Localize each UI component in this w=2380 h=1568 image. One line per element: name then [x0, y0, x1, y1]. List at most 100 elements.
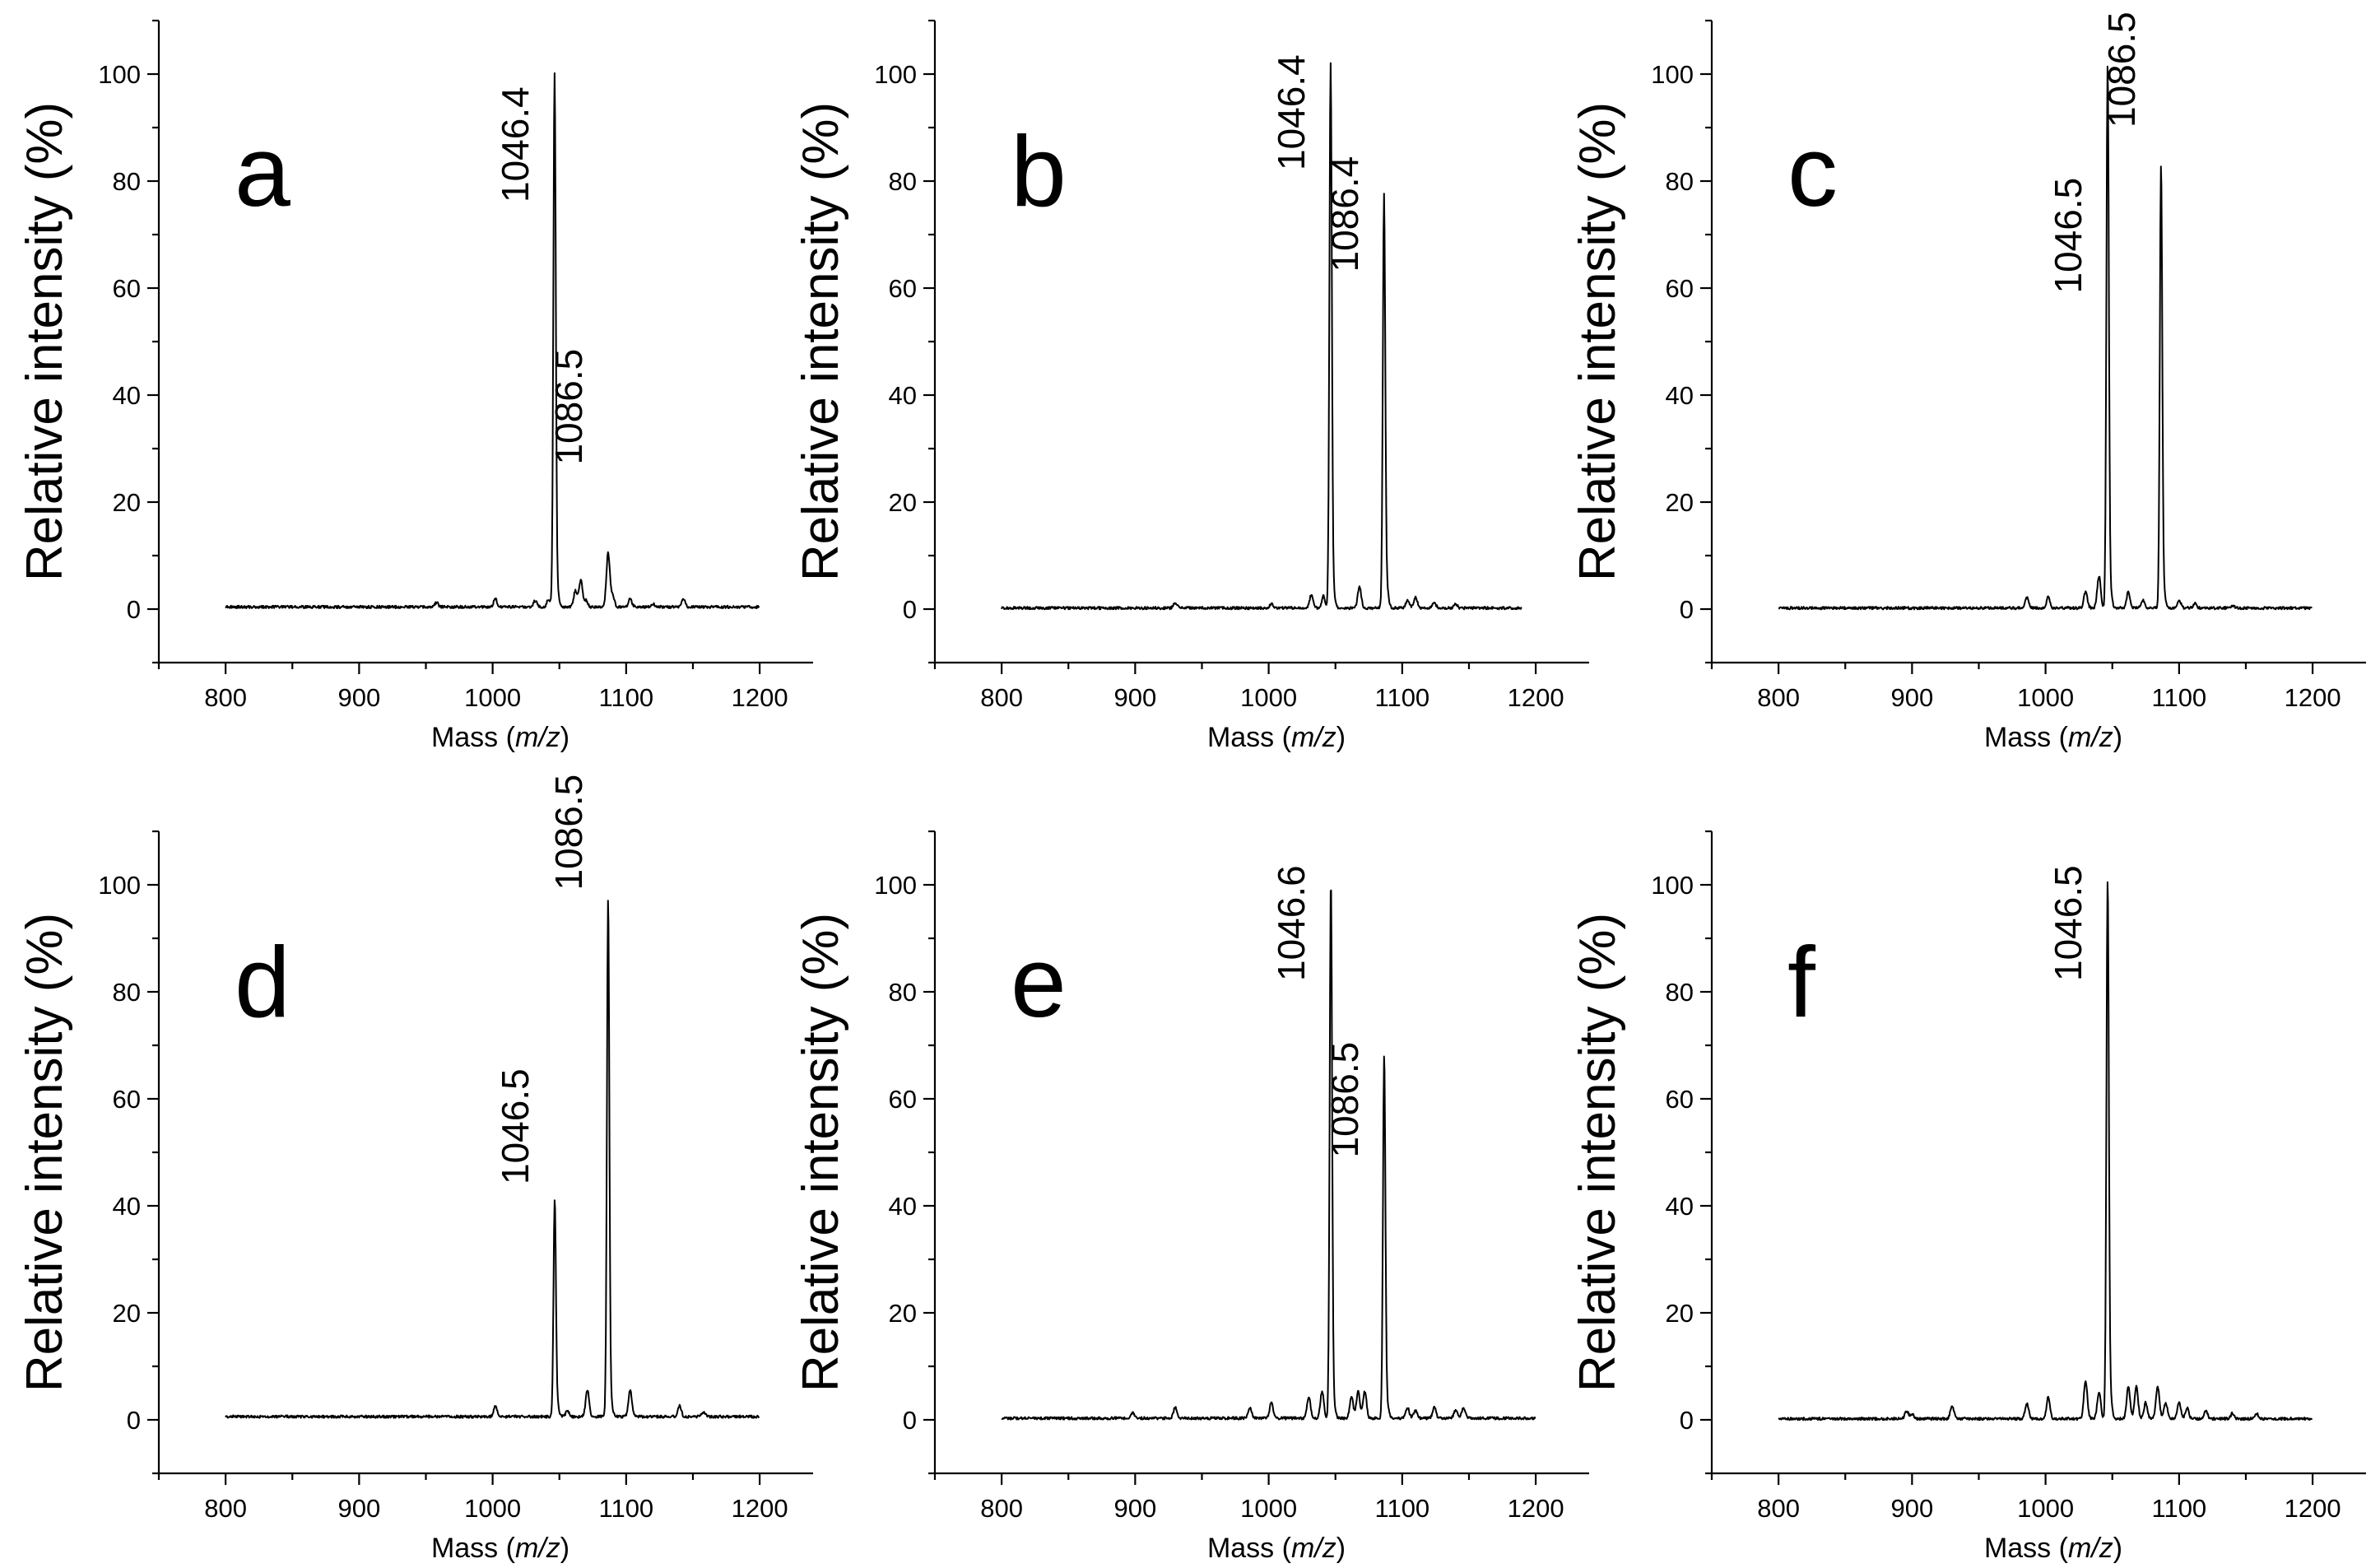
x-tick-label: 1000	[2017, 683, 2074, 712]
panel-letter: e	[1011, 926, 1067, 1038]
y-tick-label: 0	[903, 1406, 917, 1435]
x-tick-label: 900	[338, 683, 381, 712]
x-axis-title-suffix: )	[2113, 722, 2122, 753]
panel-letter: c	[1787, 115, 1838, 227]
peak-label: 1046.4	[1270, 54, 1313, 170]
y-axis-title: Relative intensity (%)	[16, 102, 73, 581]
x-tick-label: 1200	[732, 1494, 788, 1523]
y-tick-label: 60	[1666, 1085, 1694, 1114]
x-tick-label: 1200	[2285, 683, 2341, 712]
x-axis-title-unit: m/z	[515, 1533, 560, 1564]
y-tick-label: 60	[1666, 274, 1694, 303]
peak-label: 1086.5	[2100, 12, 2143, 128]
x-axis-title-prefix: Mass (	[1984, 1533, 2069, 1564]
peak-label: 1046.5	[494, 1068, 537, 1184]
y-tick-label: 100	[1651, 60, 1694, 89]
x-axis-title-prefix: Mass (	[1207, 1533, 1292, 1564]
x-tick-label: 800	[1757, 683, 1800, 712]
y-axis-title: Relative intensity (%)	[1569, 913, 1626, 1392]
y-axis-title: Relative intensity (%)	[1569, 102, 1626, 581]
y-tick-label: 0	[903, 595, 917, 624]
y-tick-label: 100	[1651, 871, 1694, 900]
x-tick-label: 1100	[599, 683, 654, 712]
y-tick-label: 20	[889, 1299, 917, 1328]
y-tick-label: 40	[1666, 381, 1694, 410]
panel-a: 800 900 1000 1100 1200 0 20 40 60 80 100 Mass (m/z)…	[16, 19, 813, 753]
y-tick-label: 40	[113, 1192, 141, 1221]
y-tick-label: 20	[113, 1299, 141, 1328]
x-tick-label: 1000	[1240, 683, 1297, 712]
x-axis-title-unit: m/z	[1291, 1533, 1336, 1564]
spectrum-line	[225, 72, 760, 609]
y-tick-label: 80	[1666, 978, 1694, 1007]
x-tick-label: 1200	[732, 683, 788, 712]
x-tick-label: 1100	[2152, 683, 2207, 712]
x-tick-label: 900	[338, 1494, 381, 1523]
x-axis-title-prefix: Mass (	[431, 1533, 516, 1564]
x-axis-title-prefix: Mass (	[431, 722, 516, 753]
peak-label: 1046.6	[1270, 865, 1313, 981]
x-axis-title-prefix: Mass (	[1207, 722, 1292, 753]
y-axis-title: Relative intensity (%)	[16, 913, 73, 1392]
x-axis-title: Mass (m/z)	[1984, 1533, 2122, 1564]
x-tick-label: 800	[1757, 1494, 1800, 1523]
panel-letter: b	[1011, 115, 1067, 227]
x-axis-title-suffix: )	[1336, 722, 1346, 753]
x-axis-title: Mass (m/z)	[1984, 722, 2122, 753]
x-axis-title-unit: m/z	[2068, 1533, 2113, 1564]
panel-c: 800 900 1000 1100 1200 0 20 40 60 80 100 Mass (m/z)…	[1569, 12, 2366, 753]
y-tick-label: 20	[1666, 1299, 1694, 1328]
x-axis-title-unit: m/z	[2068, 722, 2113, 753]
peak-label: 1046.5	[2047, 178, 2089, 294]
x-tick-label: 800	[204, 683, 247, 712]
spectrum-line	[1778, 881, 2313, 1421]
spectrum-line	[1001, 889, 1536, 1421]
peak-label: 1086.5	[547, 775, 590, 891]
panel-d: 800 900 1000 1100 1200 0 20 40 60 80 100 Mass (m/z)…	[16, 775, 813, 1564]
x-axis-title-suffix: )	[560, 722, 569, 753]
y-tick-label: 100	[98, 871, 141, 900]
x-tick-label: 800	[980, 683, 1023, 712]
y-tick-label: 60	[113, 1085, 141, 1114]
y-tick-label: 40	[113, 381, 141, 410]
y-tick-label: 20	[889, 488, 917, 517]
x-tick-label: 900	[1891, 1494, 1934, 1523]
x-tick-label: 1200	[1508, 683, 1564, 712]
y-tick-label: 60	[889, 274, 917, 303]
y-axis-title: Relative intensity (%)	[793, 913, 849, 1392]
panel-e: 800 900 1000 1100 1200 0 20 40 60 80 100 Mass (m/z)…	[793, 830, 1589, 1564]
x-tick-label: 1200	[2285, 1494, 2341, 1523]
x-tick-label: 1100	[599, 1494, 654, 1523]
x-axis-title: Mass (m/z)	[1207, 1533, 1346, 1564]
x-axis-title-suffix: )	[1336, 1533, 1346, 1564]
y-tick-label: 80	[1666, 167, 1694, 196]
x-axis-title-unit: m/z	[515, 722, 560, 753]
x-axis-title: Mass (m/z)	[431, 722, 569, 753]
x-axis-title-suffix: )	[2113, 1533, 2122, 1564]
y-tick-label: 100	[874, 60, 917, 89]
panel-letter: d	[235, 926, 291, 1038]
y-tick-label: 80	[889, 978, 917, 1007]
panel-letter: a	[235, 115, 291, 227]
y-tick-label: 80	[113, 167, 141, 196]
y-tick-label: 40	[1666, 1192, 1694, 1221]
y-tick-label: 60	[889, 1085, 917, 1114]
x-tick-label: 800	[980, 1494, 1023, 1523]
x-axis-title-prefix: Mass (	[1984, 722, 2069, 753]
x-tick-label: 1000	[1240, 1494, 1297, 1523]
y-tick-label: 0	[1680, 595, 1694, 624]
x-axis-title-suffix: )	[560, 1533, 569, 1564]
spectrum-line	[225, 900, 760, 1419]
spectrum-line	[1001, 62, 1522, 611]
peak-label: 1086.4	[1323, 156, 1366, 272]
x-tick-label: 1100	[2152, 1494, 2207, 1523]
panel-f: 800 900 1000 1100 1200 0 20 40 60 80 100 Mass (m/z)…	[1569, 830, 2366, 1564]
x-axis-title: Mass (m/z)	[1207, 722, 1346, 753]
x-tick-label: 1200	[1508, 1494, 1564, 1523]
y-tick-label: 80	[889, 167, 917, 196]
y-tick-label: 80	[113, 978, 141, 1007]
y-axis-title: Relative intensity (%)	[793, 102, 849, 581]
y-tick-label: 20	[1666, 488, 1694, 517]
x-tick-label: 1100	[1375, 1494, 1430, 1523]
y-tick-label: 20	[113, 488, 141, 517]
